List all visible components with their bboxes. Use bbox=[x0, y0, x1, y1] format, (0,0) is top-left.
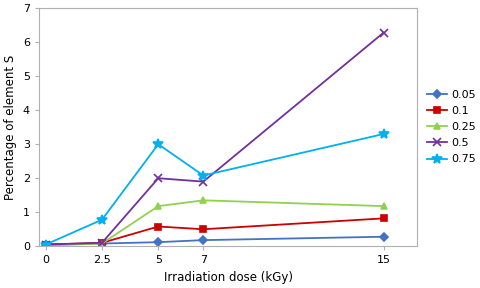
0.1 bbox=[201, 228, 206, 231]
0.75 bbox=[156, 143, 161, 146]
Legend: 0.05, 0.1, 0.25, 0.5, 0.75: 0.05, 0.1, 0.25, 0.5, 0.75 bbox=[427, 90, 476, 164]
0.05 bbox=[201, 238, 206, 242]
0.1 bbox=[43, 243, 48, 246]
0.75 bbox=[201, 174, 206, 177]
0.1 bbox=[156, 225, 161, 228]
Y-axis label: Percentage of element S: Percentage of element S bbox=[4, 55, 17, 200]
0.75 bbox=[99, 218, 105, 221]
0.25 bbox=[99, 242, 105, 245]
Line: 0.1: 0.1 bbox=[43, 216, 386, 247]
Line: 0.25: 0.25 bbox=[42, 197, 387, 249]
0.5 bbox=[99, 241, 105, 245]
X-axis label: Irradiation dose (kGy): Irradiation dose (kGy) bbox=[164, 271, 293, 284]
Line: 0.75: 0.75 bbox=[41, 129, 388, 249]
0.5 bbox=[43, 243, 48, 246]
0.25 bbox=[381, 204, 386, 208]
0.5 bbox=[201, 180, 206, 183]
0.5 bbox=[156, 177, 161, 180]
0.25 bbox=[156, 204, 161, 208]
0.1 bbox=[381, 217, 386, 220]
0.75 bbox=[43, 243, 48, 246]
Line: 0.05: 0.05 bbox=[43, 234, 386, 247]
0.25 bbox=[201, 199, 206, 202]
Line: 0.5: 0.5 bbox=[41, 29, 388, 249]
0.05 bbox=[381, 235, 386, 238]
0.05 bbox=[99, 242, 105, 245]
0.5 bbox=[381, 31, 386, 34]
0.05 bbox=[43, 243, 48, 246]
0.1 bbox=[99, 241, 105, 245]
0.05 bbox=[156, 240, 161, 244]
0.25 bbox=[43, 244, 48, 247]
0.75 bbox=[381, 132, 386, 136]
